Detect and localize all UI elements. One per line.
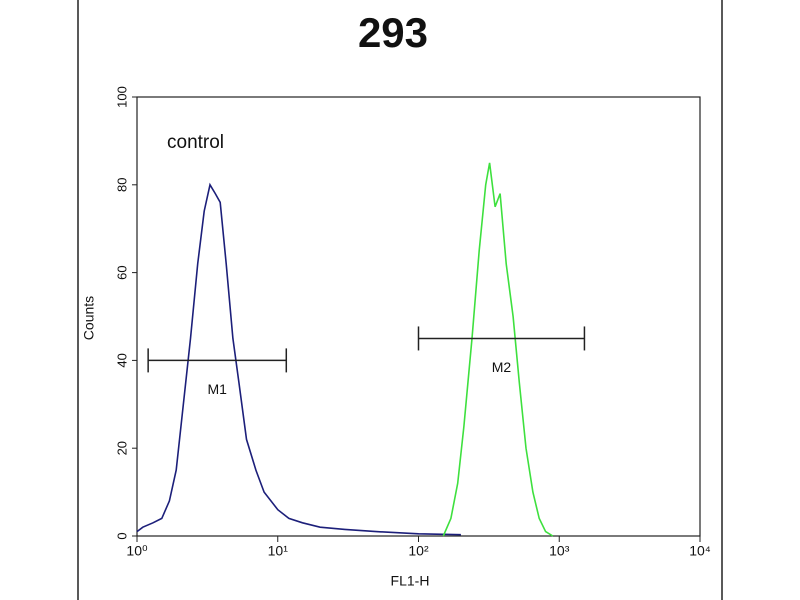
x-axis-label: FL1-H (391, 573, 430, 589)
y-tick-label: 20 (114, 441, 129, 455)
x-tick-label: 10³ (549, 543, 570, 559)
y-tick-label: 80 (114, 178, 129, 192)
y-tick-label: 100 (114, 86, 129, 108)
gate-label: M1 (207, 381, 227, 397)
y-tick-label: 60 (114, 265, 129, 279)
series-line (136, 182, 461, 536)
series-line (442, 162, 554, 537)
frame (77, 0, 723, 600)
series-label: control (167, 132, 224, 153)
x-tick-label: 10¹ (268, 543, 289, 559)
y-axis-label: Counts (81, 296, 97, 340)
x-tick-label: 10⁰ (126, 543, 148, 559)
chart-title: 293 (358, 9, 428, 56)
y-tick-label: 0 (114, 532, 129, 539)
gate-label: M2 (492, 359, 512, 375)
x-tick-label: 10⁴ (689, 543, 711, 559)
x-tick-label: 10² (408, 543, 429, 559)
y-tick-label: 40 (114, 353, 129, 367)
